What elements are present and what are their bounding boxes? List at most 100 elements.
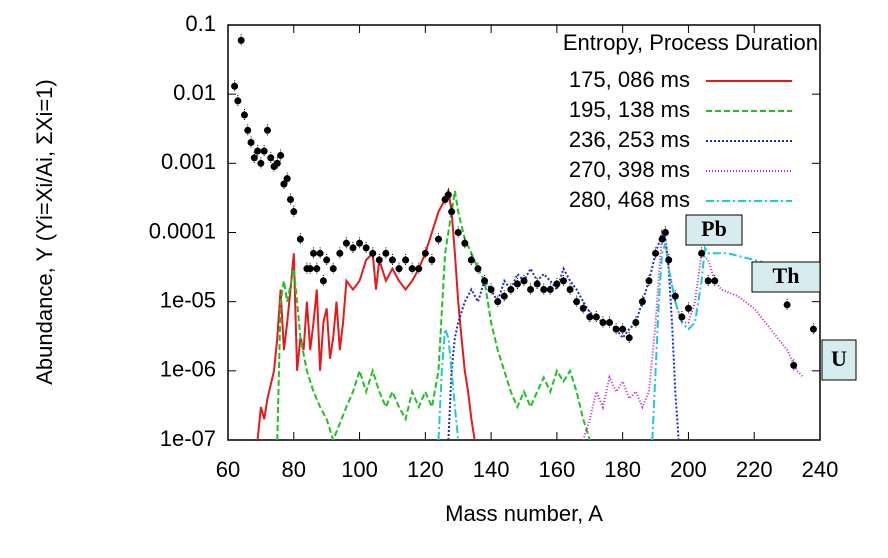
data-point — [362, 244, 370, 252]
data-point — [283, 175, 291, 183]
data-point — [234, 97, 242, 105]
data-point — [658, 235, 666, 243]
series-line — [447, 229, 680, 440]
data-point — [257, 159, 265, 167]
data-point — [448, 208, 456, 216]
data-point — [319, 277, 327, 285]
data-point — [263, 126, 271, 134]
data-point — [586, 313, 594, 321]
data-point — [388, 256, 396, 264]
data-point — [231, 82, 239, 90]
data-point — [507, 285, 515, 293]
data-point — [566, 285, 574, 293]
data-point — [329, 265, 337, 273]
x-tick-label: 80 — [282, 457, 306, 482]
x-axis-label: Mass number, A — [445, 501, 603, 526]
data-point — [250, 154, 258, 162]
data-point — [698, 249, 706, 257]
data-point — [356, 239, 364, 247]
data-point — [592, 313, 600, 321]
data-point — [500, 292, 508, 300]
data-point — [533, 280, 541, 288]
data-point — [369, 249, 377, 257]
x-tick-label: 220 — [736, 457, 773, 482]
legend-label: 195, 138 ms — [569, 97, 690, 122]
data-point — [671, 292, 679, 300]
y-tick-label: 1e-07 — [160, 426, 216, 451]
data-point — [444, 191, 452, 199]
data-point — [273, 159, 281, 167]
data-point — [619, 325, 627, 333]
data-point — [237, 36, 245, 44]
data-point — [546, 285, 554, 293]
data-point — [599, 318, 607, 326]
data-point — [421, 249, 429, 257]
annotation-box — [751, 261, 821, 293]
data-point — [408, 265, 416, 273]
x-tick-label: 140 — [473, 457, 510, 482]
data-point — [652, 249, 660, 257]
data-point — [461, 239, 469, 247]
legend-label: 236, 253 ms — [569, 127, 690, 152]
data-point — [375, 256, 383, 264]
data-point — [336, 249, 344, 257]
data-point — [632, 318, 640, 326]
data-point — [606, 318, 614, 326]
y-tick-label: 0.001 — [161, 149, 216, 174]
data-point — [244, 126, 252, 134]
annotation: Th — [773, 263, 800, 288]
data-point — [790, 361, 798, 369]
data-point — [267, 154, 275, 162]
data-point — [323, 256, 331, 264]
data-point — [645, 277, 653, 285]
x-tick-label: 200 — [670, 457, 707, 482]
annotation: U — [831, 346, 847, 371]
data-point — [254, 147, 262, 155]
data-point — [809, 325, 817, 333]
series-line — [276, 190, 591, 440]
data-point — [310, 249, 318, 257]
legend-label: 175, 086 ms — [569, 67, 690, 92]
data-point — [316, 249, 324, 257]
y-tick-label: 1e-06 — [160, 357, 216, 382]
data-point — [260, 147, 268, 155]
data-point — [415, 265, 423, 273]
data-point — [513, 280, 521, 288]
y-tick-label: 0.1 — [185, 11, 216, 36]
data-point — [527, 285, 535, 293]
data-point — [520, 277, 528, 285]
data-point — [454, 229, 462, 236]
y-axis-label: Abundance, Y (Yi=Xi/Ai, ΣXi=1) — [32, 79, 57, 385]
data-point — [286, 195, 294, 203]
data-point — [349, 244, 357, 252]
annotation-box — [685, 214, 743, 246]
data-point — [434, 235, 442, 243]
data-point — [395, 265, 403, 273]
data-point — [280, 180, 288, 188]
x-tick-label: 180 — [604, 457, 641, 482]
data-point — [402, 256, 410, 264]
data-point — [573, 298, 581, 306]
data-point — [296, 235, 304, 243]
data-point — [467, 256, 475, 264]
data-point — [428, 256, 436, 264]
data-point — [711, 277, 719, 285]
data-point — [290, 208, 298, 216]
data-point — [540, 285, 548, 293]
data-point — [474, 265, 482, 273]
x-tick-label: 160 — [539, 457, 576, 482]
data-point — [313, 265, 321, 273]
data-point — [625, 334, 633, 342]
y-tick-label: 1e-05 — [160, 287, 216, 312]
plot-area — [231, 34, 817, 440]
data-point — [553, 280, 561, 288]
y-tick-label: 0.01 — [173, 80, 216, 105]
data-point — [579, 304, 587, 312]
data-point — [382, 249, 390, 257]
legend-label: 280, 468 ms — [569, 187, 690, 212]
x-tick-label: 100 — [341, 457, 378, 482]
data-point — [487, 285, 495, 293]
data-point — [247, 139, 255, 147]
data-point — [783, 301, 791, 309]
